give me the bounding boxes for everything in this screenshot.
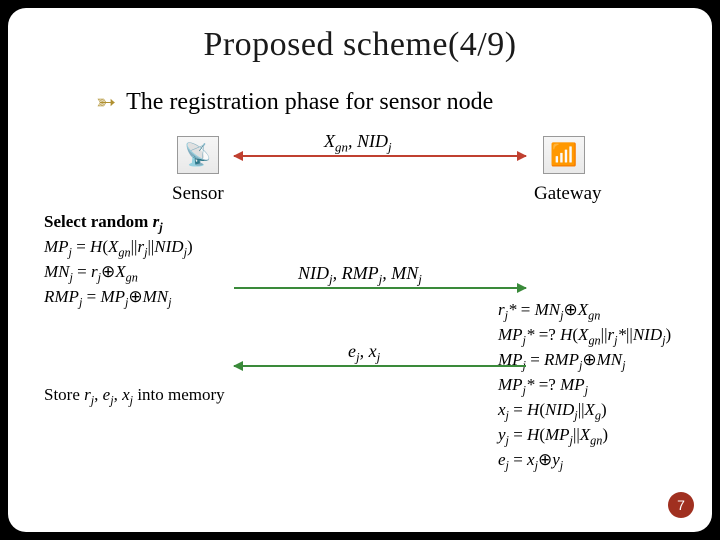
bullet-text: The registration phase for sensor node (126, 89, 493, 116)
calc-gateway: rj* = MNj⊕XgnMPj* =? H(Xgn||rj*||NIDj)MP… (498, 299, 720, 474)
diagram: 📡 📶 Sensor Gateway Xgn, NIDj Select rand… (36, 129, 684, 499)
page-number: 7 (668, 492, 694, 518)
arrow-2-head-r (517, 283, 527, 293)
slide-title: Proposed scheme(4/9) (36, 26, 684, 64)
swirl-icon: ➳ (96, 88, 116, 117)
store-text: Store rj, ej, xj into memory (44, 385, 284, 408)
sensor-icon: 📡 (176, 135, 220, 175)
slide: Proposed scheme(4/9) ➳ The registration … (8, 8, 712, 532)
msg-3: ej, xj (348, 341, 380, 366)
arrow-3-head-l (233, 361, 243, 371)
msg-1: Xgn, NIDj (324, 131, 392, 156)
arrow-1-head-l (233, 151, 243, 161)
bullet-row: ➳ The registration phase for sensor node (96, 88, 684, 117)
sensor-label: Sensor (172, 183, 224, 205)
gateway-label: Gateway (534, 183, 602, 205)
gateway-icon: 📶 (542, 135, 586, 175)
msg-2: NIDj, RMPj, MNj (298, 263, 422, 288)
arrow-1-head-r (517, 151, 527, 161)
gateway-glyph: 📶 (543, 136, 585, 174)
calc-sensor: Select random rjMPj = H(Xgn||rj||NIDj)MN… (44, 211, 274, 311)
sensor-glyph: 📡 (177, 136, 219, 174)
